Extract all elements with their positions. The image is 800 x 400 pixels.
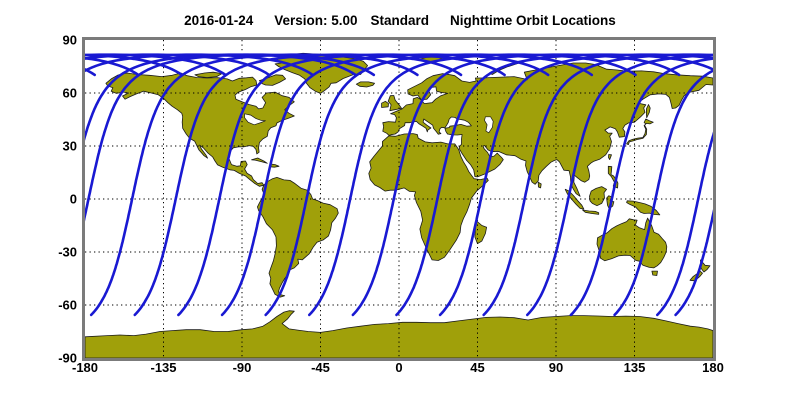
y-tick-label: -90 (58, 351, 77, 366)
orbit-track (264, 53, 594, 317)
landmass-victoria-island (194, 71, 223, 78)
title-type: Standard (370, 13, 430, 28)
landmass-taiwan (608, 154, 612, 160)
y-tick-label: 30 (63, 139, 77, 154)
title-date: 2016-01-24 (184, 13, 254, 28)
y-tick-label: 90 (63, 33, 77, 48)
plot-title: 2016-01-24 Version: 5.00 Standard Nightt… (0, 13, 800, 28)
x-tick-label: 180 (702, 360, 724, 375)
orbit-track (85, 53, 357, 141)
landmass-great-britain (387, 95, 402, 112)
orbit-tracks-layer (85, 53, 713, 317)
orbit-track (395, 53, 713, 317)
landmass-australia (596, 217, 668, 269)
orbit-track (674, 208, 713, 317)
x-tick-label: 135 (624, 360, 646, 375)
landmass-japan (626, 118, 654, 145)
x-tick-label: 0 (395, 360, 402, 375)
orbit-track (351, 53, 681, 317)
landmass-north-america (105, 72, 295, 187)
orbit-track (482, 53, 713, 317)
landmass-cuba (251, 157, 268, 164)
x-tick-label: 90 (549, 360, 563, 375)
x-tick-label: 45 (470, 360, 484, 375)
orbit-track (569, 57, 713, 317)
landmass-iceland (355, 81, 375, 88)
x-tick-label: -45 (311, 360, 330, 375)
y-tick-label: -30 (58, 245, 77, 260)
map-layer (85, 40, 713, 358)
landmass-borneo (589, 186, 607, 207)
landmass-sakhalin (646, 104, 651, 119)
x-tick-label: -135 (150, 360, 176, 375)
orbit-track (308, 53, 637, 317)
orbit-track (613, 69, 713, 317)
x-tick-label: -180 (72, 360, 98, 375)
landmass-baffin-island (259, 74, 286, 86)
x-tick-label: -90 (233, 360, 252, 375)
orbit-track (656, 131, 713, 317)
lake-great-lakes (244, 113, 266, 126)
y-tick-label: 60 (63, 86, 77, 101)
plot-border (82, 37, 716, 361)
title-name: Nighttime Orbit Locations (450, 13, 616, 28)
landmass-sri-lanka (537, 181, 542, 189)
y-tick-label: 0 (70, 192, 77, 207)
orbit-track (85, 53, 314, 77)
landmass-tasmania (651, 270, 658, 276)
landmass-ireland (381, 100, 389, 108)
orbit-track (526, 53, 713, 317)
orbit-track (438, 53, 713, 317)
orbit-track (89, 53, 419, 317)
title-version: Version: 5.00 (274, 13, 358, 28)
landmass-java (582, 209, 600, 215)
lake-caspian-sea (484, 116, 494, 134)
orbit-track (85, 67, 96, 77)
y-tick-label: -60 (58, 298, 77, 313)
